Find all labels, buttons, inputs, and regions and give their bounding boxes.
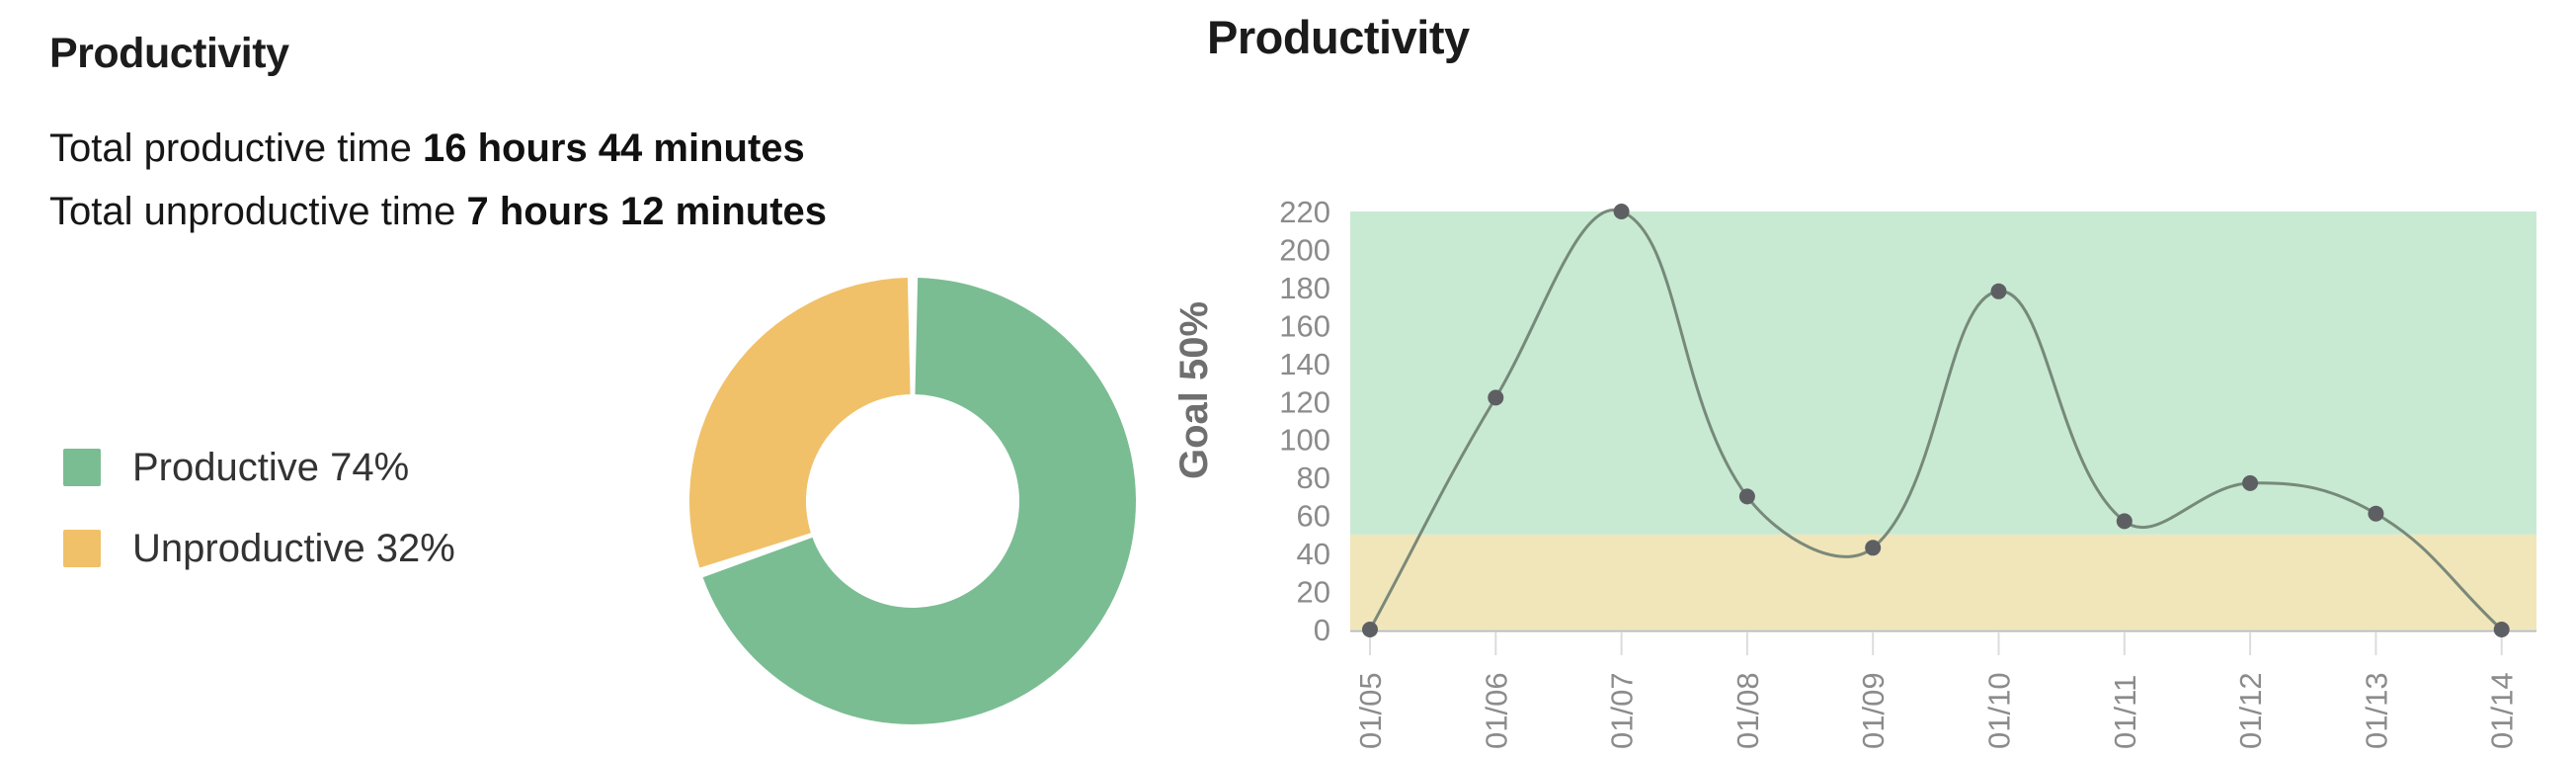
data-point[interactable]: 01/14: 0 <box>2493 622 2510 637</box>
y-axis-title: Goal 50% <box>1172 301 1216 479</box>
x-tick-label: 01/11 <box>2108 675 2142 749</box>
x-tick-label: 01/08 <box>1731 672 1765 749</box>
y-tick-label: 200 <box>1279 232 1330 267</box>
unproductive-swatch-icon <box>63 530 101 567</box>
data-point[interactable]: 01/06: 122 <box>1488 389 1504 406</box>
donut-svg <box>689 278 1136 725</box>
above-goal-band <box>1350 211 2536 535</box>
x-tick-label: 01/13 <box>2359 672 2393 749</box>
data-point[interactable]: 01/10: 178 <box>1990 283 2007 299</box>
y-tick-label: 100 <box>1279 423 1330 458</box>
x-tick-label: 01/09 <box>1856 672 1891 749</box>
productive-swatch-icon <box>63 449 101 486</box>
data-point[interactable]: 01/13: 61 <box>2368 505 2384 522</box>
x-tick-label: 01/07 <box>1605 672 1640 749</box>
y-tick-label: 0 <box>1314 613 1330 647</box>
y-tick-label: 60 <box>1297 499 1330 534</box>
productive-time-value: 16 hours 44 minutes <box>422 126 805 170</box>
donut-segment-unproductive[interactable] <box>689 278 911 568</box>
y-tick-label: 140 <box>1279 347 1330 381</box>
below-goal-band <box>1350 534 2536 630</box>
left-panel-title: Productivity <box>49 30 289 77</box>
total-productive-time-line: Total productive time 16 hours 44 minute… <box>49 126 805 171</box>
x-tick-label: 01/12 <box>2233 672 2268 749</box>
right-panel-title: Productivity <box>1207 11 1470 63</box>
data-point[interactable]: 01/09: 43 <box>1865 540 1882 556</box>
legend-label-productive: Productive 74% <box>132 445 410 489</box>
y-tick-label: 220 <box>1279 195 1330 229</box>
data-point[interactable]: 01/05: 0 <box>1362 622 1378 637</box>
total-unproductive-time-line: Total unproductive time 7 hours 12 minut… <box>49 190 827 234</box>
data-point[interactable]: 01/12: 77 <box>2242 474 2259 491</box>
productivity-donut-chart[interactable] <box>680 268 1146 734</box>
productivity-line <box>1368 209 2503 630</box>
x-tick-label: 01/05 <box>1353 672 1388 749</box>
y-tick-label: 120 <box>1279 384 1330 419</box>
unproductive-time-value: 7 hours 12 minutes <box>466 190 828 233</box>
productive-time-label: Total productive time <box>49 126 412 170</box>
y-tick-label: 20 <box>1297 575 1330 610</box>
y-tick-label: 160 <box>1279 308 1330 343</box>
donut-legend: Productive 74% Unproductive 32% <box>63 445 455 609</box>
legend-item-unproductive[interactable]: Unproductive 32% <box>63 526 455 570</box>
y-tick-label: 40 <box>1297 537 1330 571</box>
data-point[interactable]: 01/11: 57 <box>2116 513 2133 530</box>
productivity-line-chart[interactable]: 0 20 40 60 80 100 120 140 160 180 200 220 Goal 50% 01… <box>1136 178 2576 757</box>
legend-item-productive[interactable]: Productive 74% <box>63 445 455 489</box>
y-tick-label: 180 <box>1279 271 1330 305</box>
x-tick-label: 01/10 <box>1982 672 2017 749</box>
x-tick-label: 01/06 <box>1479 672 1513 749</box>
y-tick-label: 80 <box>1297 461 1330 495</box>
unproductive-time-label: Total unproductive time <box>49 190 456 233</box>
x-tick-label: 01/14 <box>2485 672 2520 749</box>
data-point[interactable]: 01/07: 220 <box>1613 204 1630 219</box>
donut-segment-productive[interactable] <box>702 278 1136 725</box>
data-point[interactable]: 01/08: 70 <box>1738 488 1755 505</box>
legend-label-unproductive: Unproductive 32% <box>132 526 455 570</box>
